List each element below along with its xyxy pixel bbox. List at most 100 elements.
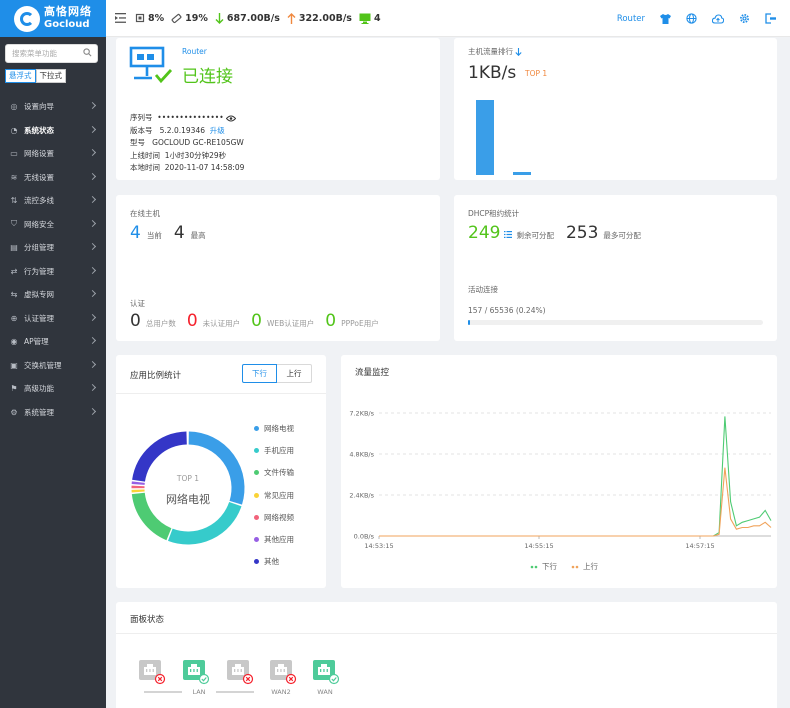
menu-toggle-icon[interactable] bbox=[115, 13, 126, 23]
connections-text: 157 / 65536 (0.24%) bbox=[468, 306, 546, 315]
brand-logo[interactable]: 高恪网络 Gocloud bbox=[0, 0, 106, 37]
sidebar-item-8[interactable]: ⇆ 虚拟专网 bbox=[0, 283, 106, 307]
sidebar-item-7[interactable]: ⇄ 行为管理 bbox=[0, 260, 106, 284]
donut-center-top: TOP 1 bbox=[176, 474, 200, 483]
sidebar-item-0[interactable]: ◎ 设置向导 bbox=[0, 95, 106, 119]
legend-download-label[interactable]: 下行 bbox=[542, 562, 557, 571]
legend-item-1[interactable]: 手机应用 bbox=[254, 439, 294, 461]
menu-mode-dropdown[interactable]: 下拉式 bbox=[35, 69, 66, 83]
sidebar-item-3[interactable]: ≋ 无线设置 bbox=[0, 166, 106, 190]
serial-label: 序列号 bbox=[130, 113, 153, 122]
port-5-icon[interactable] bbox=[312, 659, 340, 685]
connections-title: 活动连接 bbox=[468, 285, 498, 294]
settings-gear-icon[interactable] bbox=[739, 13, 750, 24]
legend-item-6[interactable]: 其他 bbox=[254, 551, 294, 573]
auth-value-1: 0 bbox=[186, 311, 198, 331]
port-4-icon[interactable] bbox=[269, 659, 297, 685]
sidebar-item-10[interactable]: ◉ AP管理 bbox=[0, 330, 106, 354]
sidebar-item-label: 认证管理 bbox=[24, 313, 54, 323]
port-3-icon[interactable] bbox=[226, 659, 254, 685]
tab-upload[interactable]: 上行 bbox=[277, 364, 312, 383]
connections-progress-fill bbox=[468, 320, 470, 325]
legend-upload-label[interactable]: 上行 bbox=[583, 562, 598, 571]
sidebar-item-label: 流控多线 bbox=[24, 196, 54, 206]
legend-item-3[interactable]: 常见应用 bbox=[254, 484, 294, 506]
flow-icon: ⇅ bbox=[10, 196, 18, 206]
group-icon: ▤ bbox=[10, 243, 18, 253]
download-stat: 687.00B/s bbox=[215, 12, 280, 24]
legend-item-4[interactable]: 网络视频 bbox=[254, 506, 294, 528]
port-1-icon[interactable] bbox=[138, 659, 166, 685]
chevron-right-icon bbox=[88, 360, 97, 368]
legend-item-5[interactable]: 其他应用 bbox=[254, 528, 294, 550]
donut-slice-0[interactable] bbox=[188, 431, 245, 505]
donut-slice-6[interactable] bbox=[132, 431, 188, 482]
menu-search-input[interactable] bbox=[6, 45, 78, 62]
chevron-right-icon bbox=[88, 172, 97, 180]
sidebar-item-label: 行为管理 bbox=[24, 266, 54, 276]
host-traffic-title-wrap: 主机流量排行 bbox=[468, 46, 522, 57]
upgrade-link[interactable]: 升级 bbox=[209, 125, 225, 135]
auth-label-1: 未认证用户 bbox=[202, 319, 241, 328]
chevron-right-icon bbox=[88, 289, 97, 298]
list-icon[interactable] bbox=[504, 231, 513, 238]
tab-download[interactable]: 下行 bbox=[242, 364, 277, 383]
x-tick-label: 14:55:15 bbox=[524, 542, 553, 550]
sidebar-item-6[interactable]: ▤ 分组管理 bbox=[0, 236, 106, 260]
connections-progress bbox=[468, 320, 763, 325]
traffic-monitor-card: 流量监控 7.2KB/s 4.8KB/s 2.4KB/s 0.0B/s 14:53:15… bbox=[341, 355, 777, 588]
cpu-stat: 8% bbox=[135, 13, 164, 24]
legend-dot bbox=[254, 514, 259, 520]
device-mode: Router bbox=[182, 47, 207, 56]
host-bar-1[interactable] bbox=[476, 100, 494, 175]
traffic-legend: 下行 上行 bbox=[530, 561, 598, 572]
group-label-wan: WAN bbox=[317, 688, 333, 696]
auth-label-0: 总用户数 bbox=[145, 319, 176, 328]
host-bar-2[interactable] bbox=[513, 172, 531, 175]
sidebar-item-label: 虚拟专网 bbox=[24, 290, 54, 300]
sidebar-item-label: 系统管理 bbox=[24, 407, 54, 417]
menu-mode-tabs: 悬浮式 下拉式 bbox=[5, 69, 66, 83]
dhcp-max-value: 253 bbox=[565, 223, 599, 243]
y-tick-label: 7.2KB/s bbox=[349, 410, 374, 418]
dhcp-remaining-value: 249 bbox=[468, 223, 501, 243]
advanced-icon: ⚑ bbox=[10, 384, 18, 394]
brand-name-cn: 高恪网络 bbox=[44, 5, 92, 19]
router-mode-link[interactable]: Router bbox=[616, 13, 645, 24]
sidebar-item-4[interactable]: ⇅ 流控多线 bbox=[0, 189, 106, 213]
auth-value-2: 0 bbox=[251, 311, 262, 331]
sidebar-item-5[interactable]: ⛉ 网络安全 bbox=[0, 213, 106, 237]
search-icon[interactable] bbox=[83, 48, 92, 57]
donut-slice-1[interactable] bbox=[167, 501, 242, 545]
online-hosts-values: 4 当前 4 最高 bbox=[130, 223, 206, 243]
memory-value: 19% bbox=[185, 12, 208, 24]
shirt-icon[interactable] bbox=[660, 13, 671, 24]
legend-item-2[interactable]: 文件传输 bbox=[254, 462, 294, 484]
port-2-icon[interactable] bbox=[182, 659, 210, 685]
sidebar-item-13[interactable]: ⚙ 系统管理 bbox=[0, 401, 106, 425]
sidebar-item-2[interactable]: ▭ 网络设置 bbox=[0, 142, 106, 166]
behavior-icon: ⇄ bbox=[10, 266, 18, 276]
sidebar-item-11[interactable]: ▣ 交换机管理 bbox=[0, 354, 106, 378]
menu-mode-float[interactable]: 悬浮式 bbox=[5, 69, 36, 83]
sidebar-item-1[interactable]: ◔ 系统状态 bbox=[0, 119, 106, 143]
sidebar-item-9[interactable]: ⊕ 认证管理 bbox=[0, 307, 106, 331]
globe-icon[interactable] bbox=[686, 13, 697, 24]
panel-status-title: 面板状态 bbox=[130, 615, 165, 625]
traffic-monitor-title: 流量监控 bbox=[355, 368, 390, 378]
eye-icon[interactable] bbox=[225, 115, 237, 122]
legend-item-0[interactable]: 网络电视 bbox=[254, 417, 294, 439]
switch-icon: ▣ bbox=[10, 360, 18, 370]
legend-label: 网络视频 bbox=[264, 512, 294, 522]
dhcp-card: DHCP租约统计 249 剩余可分配 253 最多可分配 活动连接 157 / … bbox=[454, 195, 777, 341]
shield-icon: ⛉ bbox=[11, 219, 17, 229]
cpu-value: 8% bbox=[148, 12, 165, 24]
donut-slice-2[interactable] bbox=[131, 492, 172, 541]
logout-icon[interactable] bbox=[765, 13, 776, 24]
sidebar-item-12[interactable]: ⚑ 高级功能 bbox=[0, 377, 106, 401]
download-speed: 687.00B/s bbox=[226, 12, 280, 24]
series-line-0[interactable] bbox=[379, 416, 772, 537]
series-line-1[interactable] bbox=[379, 467, 772, 537]
cloud-upload-icon[interactable] bbox=[712, 13, 724, 24]
sort-down-icon[interactable] bbox=[515, 48, 522, 57]
